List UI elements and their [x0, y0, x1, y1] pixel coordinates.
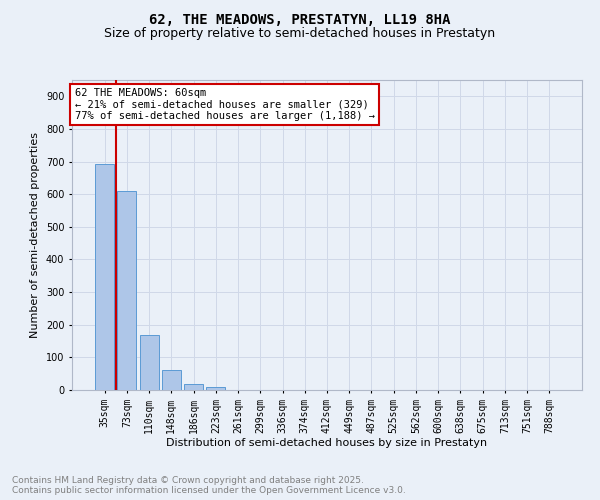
- Bar: [162, 370, 181, 390]
- Y-axis label: Number of semi-detached properties: Number of semi-detached properties: [31, 132, 40, 338]
- Text: 62 THE MEADOWS: 60sqm
← 21% of semi-detached houses are smaller (329)
77% of sem: 62 THE MEADOWS: 60sqm ← 21% of semi-deta…: [74, 88, 374, 121]
- Text: Size of property relative to semi-detached houses in Prestatyn: Size of property relative to semi-detach…: [104, 28, 496, 40]
- Bar: [184, 384, 203, 390]
- Bar: [140, 335, 158, 390]
- Bar: [118, 190, 136, 390]
- X-axis label: Distribution of semi-detached houses by size in Prestatyn: Distribution of semi-detached houses by …: [166, 438, 488, 448]
- Text: Contains HM Land Registry data © Crown copyright and database right 2025.
Contai: Contains HM Land Registry data © Crown c…: [12, 476, 406, 495]
- Bar: [206, 388, 225, 390]
- Text: 62, THE MEADOWS, PRESTATYN, LL19 8HA: 62, THE MEADOWS, PRESTATYN, LL19 8HA: [149, 12, 451, 26]
- Bar: [95, 164, 114, 390]
